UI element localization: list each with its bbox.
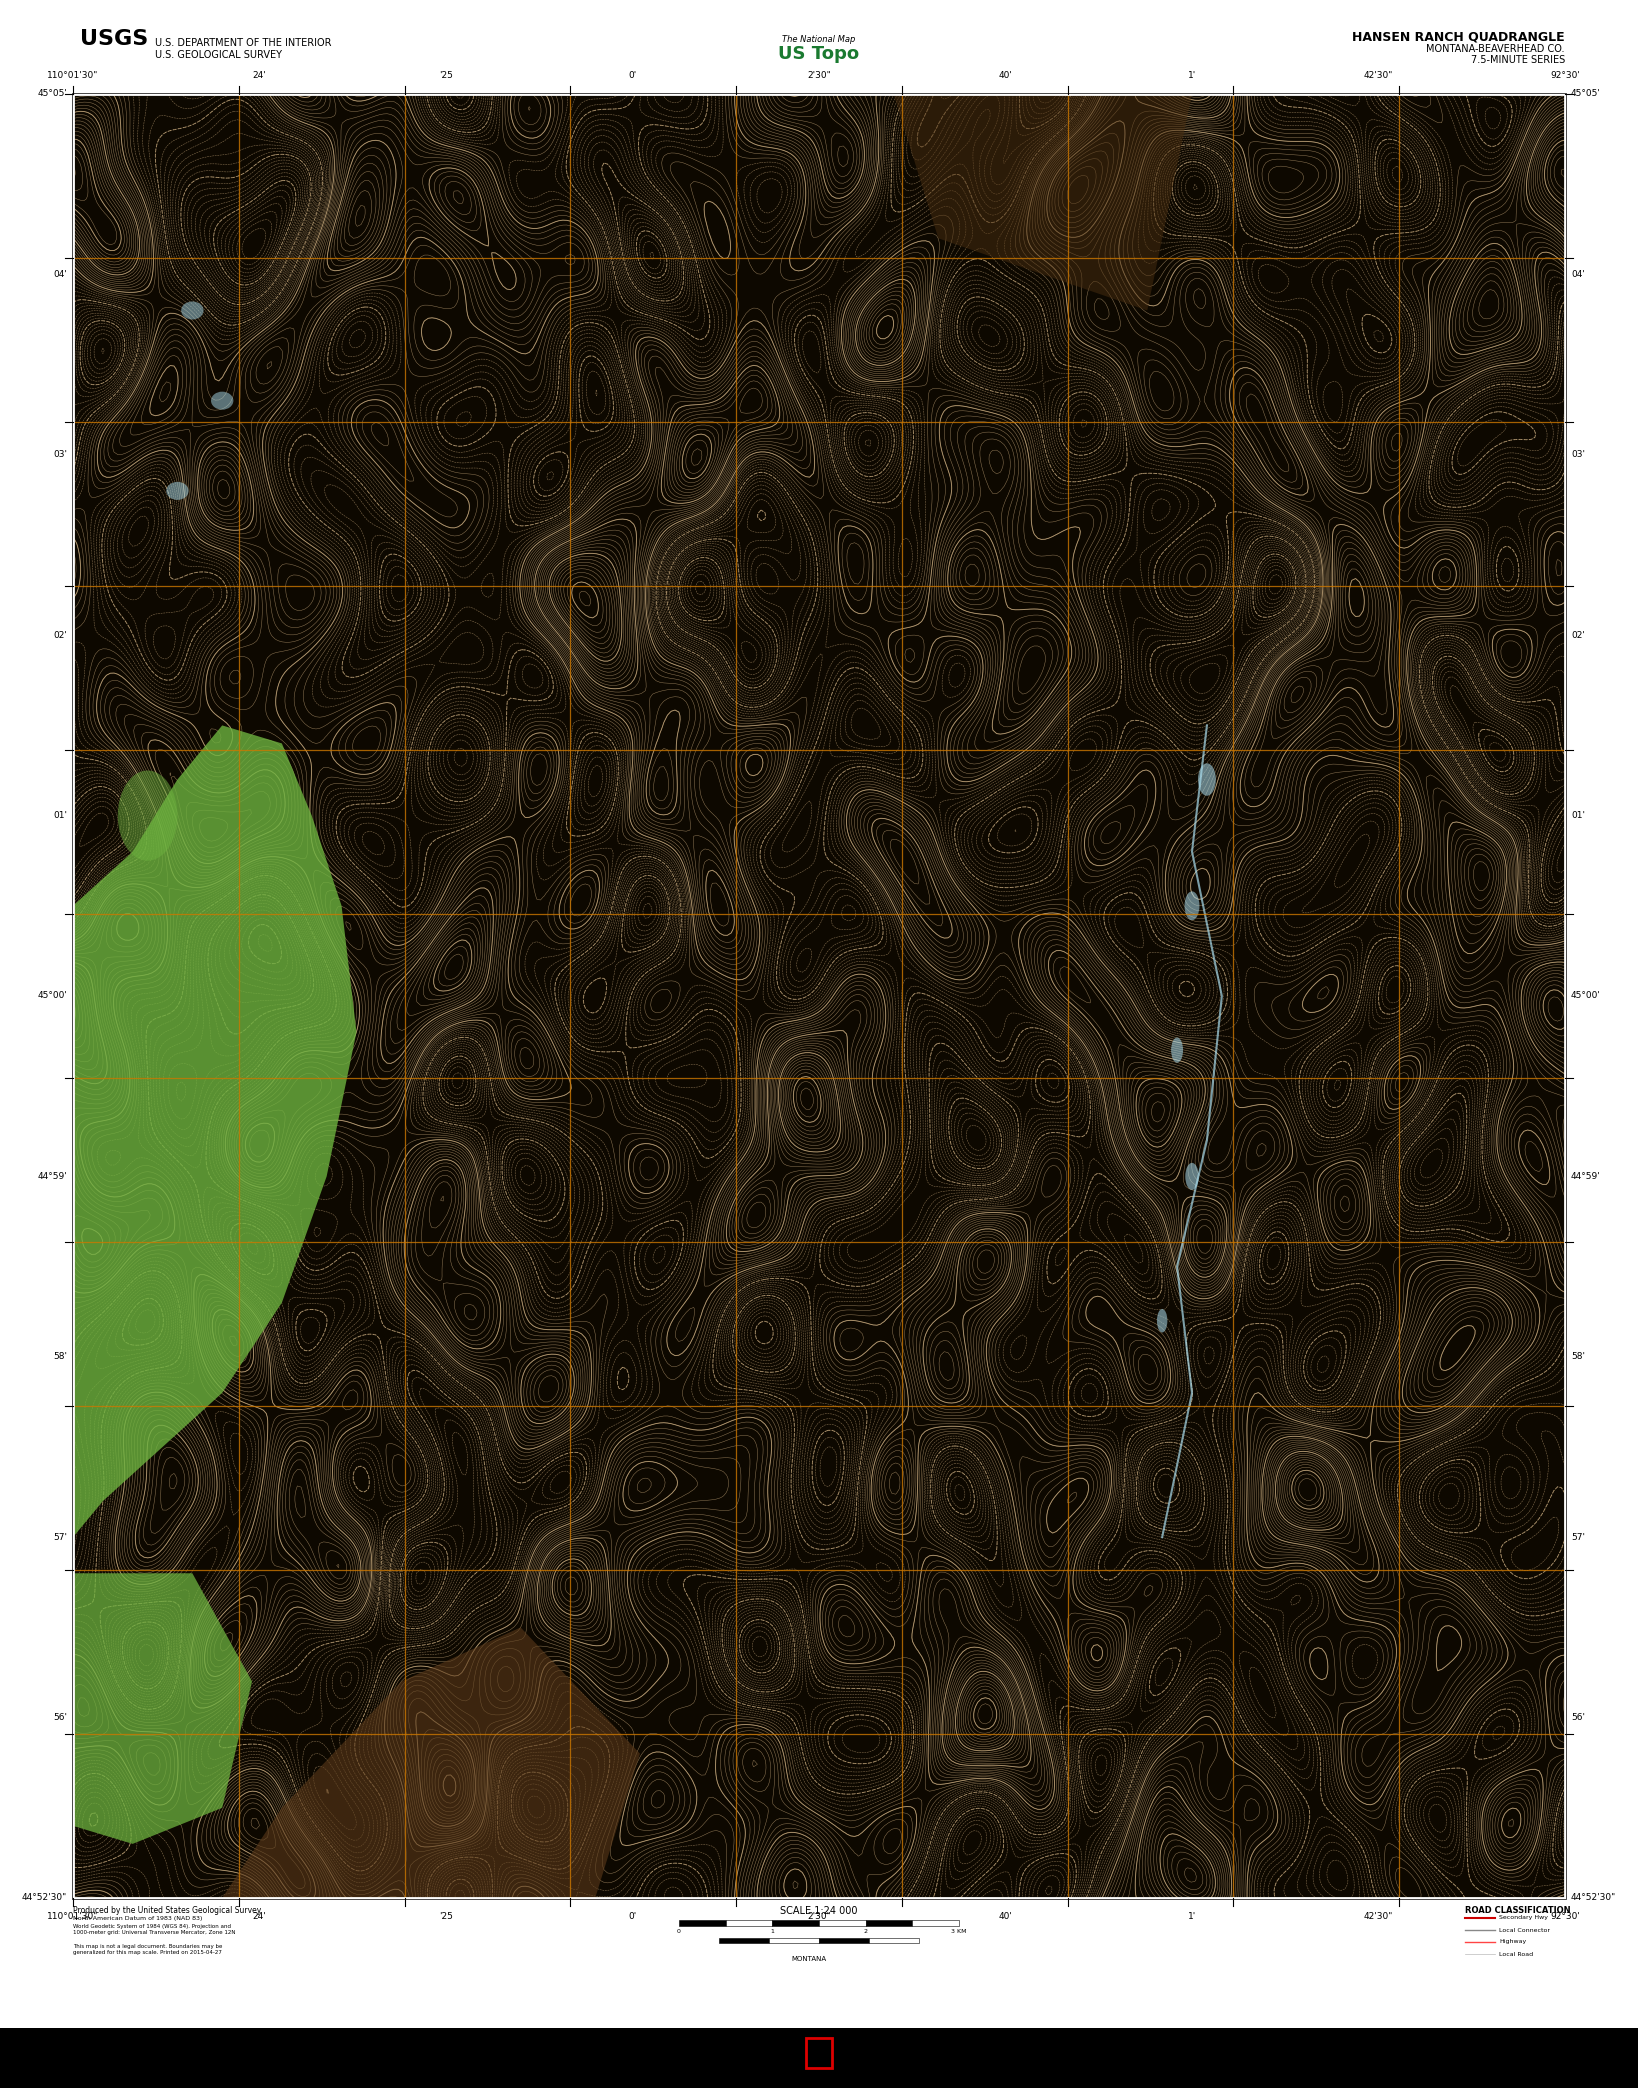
Text: 56': 56' — [1571, 1712, 1586, 1723]
Ellipse shape — [1156, 1309, 1168, 1332]
Text: 03': 03' — [52, 451, 67, 459]
Bar — [773, 1921, 819, 1925]
Text: 92°30': 92°30' — [1550, 1913, 1581, 1921]
Text: 45°05': 45°05' — [38, 90, 67, 98]
Text: USGS: USGS — [80, 29, 149, 48]
Ellipse shape — [1184, 892, 1199, 921]
Text: 57': 57' — [52, 1533, 67, 1541]
Bar — [0, 2027, 1638, 2088]
Ellipse shape — [182, 301, 203, 319]
Text: U.S. GEOLOGICAL SURVEY: U.S. GEOLOGICAL SURVEY — [156, 50, 282, 61]
Bar — [719, 1938, 768, 1944]
Bar — [74, 94, 1564, 1898]
Text: US Topo: US Topo — [778, 46, 860, 63]
Text: 58': 58' — [52, 1353, 67, 1361]
Text: Highway: Highway — [1499, 1940, 1527, 1944]
Text: MONTANA: MONTANA — [791, 1956, 827, 1963]
Text: 40': 40' — [999, 71, 1012, 79]
Ellipse shape — [118, 770, 177, 860]
Text: This map is not a legal document. Boundaries may be
generalized for this map sca: This map is not a legal document. Bounda… — [74, 1944, 223, 1954]
Text: 44°52'30": 44°52'30" — [1571, 1894, 1617, 1902]
Bar — [726, 1921, 773, 1925]
Bar — [912, 1921, 958, 1925]
Text: 45°05': 45°05' — [1571, 90, 1600, 98]
Text: 42'30": 42'30" — [1364, 1913, 1394, 1921]
Polygon shape — [74, 1572, 252, 1844]
Text: 40': 40' — [999, 1913, 1012, 1921]
Ellipse shape — [211, 393, 233, 409]
Text: 1': 1' — [1188, 1913, 1196, 1921]
Bar — [768, 1938, 819, 1944]
Text: HANSEN RANCH QUADRANGLE: HANSEN RANCH QUADRANGLE — [1353, 31, 1564, 44]
Text: '25: '25 — [439, 1913, 454, 1921]
Text: 3 KM: 3 KM — [952, 1929, 966, 1933]
Text: 44°59': 44°59' — [38, 1171, 67, 1182]
Text: 02': 02' — [1571, 631, 1586, 639]
Text: 2'30": 2'30" — [808, 1913, 830, 1921]
Text: 57': 57' — [1571, 1533, 1586, 1541]
Text: 44°59': 44°59' — [1571, 1171, 1600, 1182]
Text: ROAD CLASSIFICATION: ROAD CLASSIFICATION — [1464, 1906, 1571, 1915]
Text: 03': 03' — [1571, 451, 1586, 459]
Text: 1: 1 — [770, 1929, 775, 1933]
Text: 45°00': 45°00' — [38, 992, 67, 1000]
Text: 2: 2 — [863, 1929, 868, 1933]
Text: 0': 0' — [629, 1913, 637, 1921]
Text: SCALE 1:24 000: SCALE 1:24 000 — [780, 1906, 858, 1917]
Text: Local Connector: Local Connector — [1499, 1927, 1550, 1933]
Polygon shape — [894, 94, 1192, 311]
Text: 01': 01' — [1571, 810, 1586, 821]
Text: U.S. DEPARTMENT OF THE INTERIOR: U.S. DEPARTMENT OF THE INTERIOR — [156, 38, 331, 48]
Text: Local Road: Local Road — [1499, 1952, 1533, 1956]
Bar — [870, 1938, 919, 1944]
Text: 42'30": 42'30" — [1364, 71, 1394, 79]
Text: 45°00': 45°00' — [1571, 992, 1600, 1000]
Text: 44°52'30": 44°52'30" — [21, 1894, 67, 1902]
Text: 7.5-MINUTE SERIES: 7.5-MINUTE SERIES — [1471, 54, 1564, 65]
Text: MONTANA-BEAVERHEAD CO.: MONTANA-BEAVERHEAD CO. — [1427, 44, 1564, 54]
Text: 04': 04' — [1571, 269, 1586, 280]
Bar — [819, 1938, 870, 1944]
Polygon shape — [74, 725, 357, 1537]
Ellipse shape — [1171, 1038, 1183, 1063]
Bar — [806, 2038, 832, 2067]
Polygon shape — [223, 1627, 640, 1898]
Text: 24': 24' — [252, 71, 267, 79]
Text: Secondary Hwy: Secondary Hwy — [1499, 1915, 1548, 1921]
Bar — [680, 1921, 726, 1925]
Text: 92°30': 92°30' — [1550, 71, 1581, 79]
Text: 110°01'30": 110°01'30" — [48, 71, 98, 79]
Text: 110°01'30": 110°01'30" — [48, 1913, 98, 1921]
Text: 56': 56' — [52, 1712, 67, 1723]
Text: 2'30": 2'30" — [808, 71, 830, 79]
Bar — [865, 1921, 912, 1925]
Text: 02': 02' — [52, 631, 67, 639]
Ellipse shape — [1197, 764, 1215, 796]
Text: 04': 04' — [52, 269, 67, 280]
Text: Produced by the United States Geological Survey: Produced by the United States Geological… — [74, 1906, 260, 1915]
Text: 01': 01' — [52, 810, 67, 821]
Text: The National Map: The National Map — [783, 35, 855, 44]
Bar — [819, 1921, 865, 1925]
Ellipse shape — [1186, 1163, 1199, 1190]
Text: 0: 0 — [676, 1929, 681, 1933]
Text: 1': 1' — [1188, 71, 1196, 79]
Text: World Geodetic System of 1984 (WGS 84). Projection and
1000-meter grid: Universa: World Geodetic System of 1984 (WGS 84). … — [74, 1923, 236, 1936]
Text: 58': 58' — [1571, 1353, 1586, 1361]
Text: 24': 24' — [252, 1913, 267, 1921]
Text: 0': 0' — [629, 71, 637, 79]
Bar — [74, 94, 1564, 1898]
Text: North American Datum of 1983 (NAD 83): North American Datum of 1983 (NAD 83) — [74, 1917, 203, 1921]
Bar — [72, 94, 1566, 1898]
Text: '25: '25 — [439, 71, 454, 79]
Ellipse shape — [165, 482, 188, 499]
